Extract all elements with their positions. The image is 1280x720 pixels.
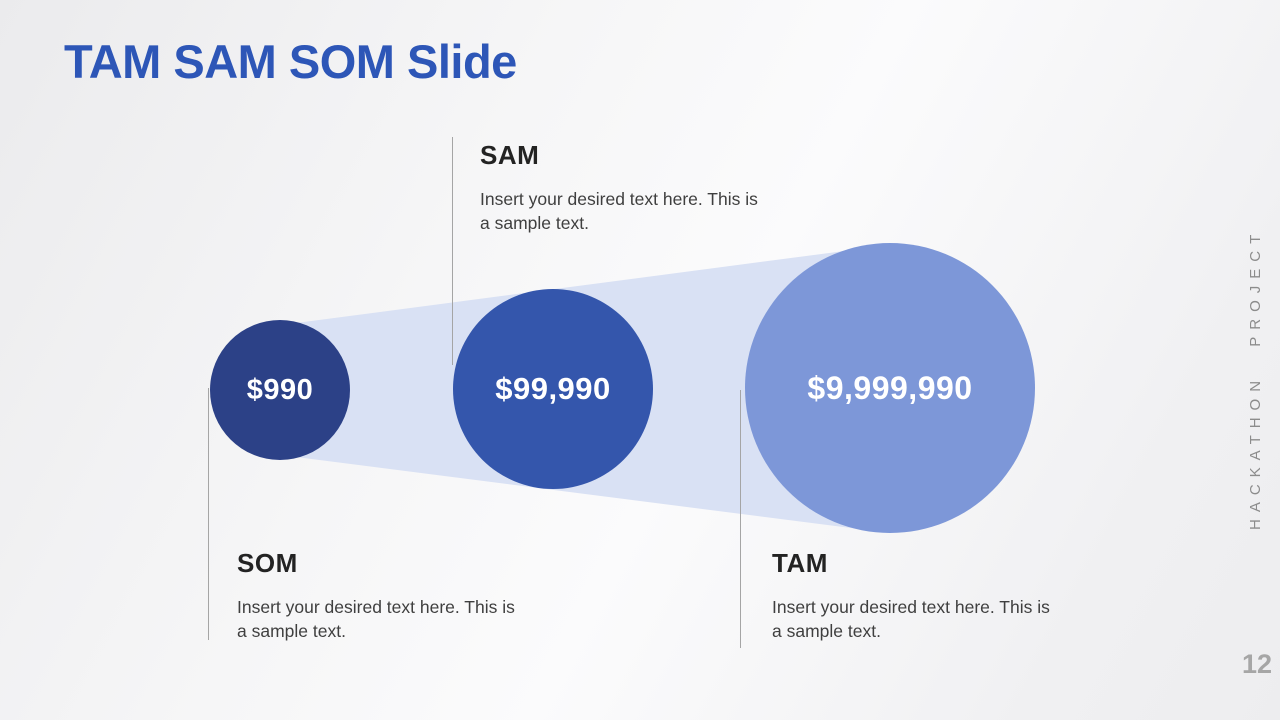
sam-value: $99,990 [495, 371, 611, 406]
vertical-side-label: HACKATHON PROJECT [1247, 227, 1264, 530]
tam-value: $9,999,990 [807, 369, 973, 406]
som-circle: $990 [210, 320, 350, 460]
tam-heading: TAM [772, 548, 828, 578]
page-number: 12 [1241, 649, 1272, 679]
som-description: Insert your desired text here. This is a… [237, 597, 515, 641]
sam-description: Insert your desired text here. This is a… [480, 189, 758, 233]
sam-label-block: SAM Insert your desired text here. This … [480, 140, 780, 235]
sam-circle: $99,990 [453, 289, 653, 489]
tam-description: Insert your desired text here. This is a… [772, 597, 1050, 641]
som-value: $990 [246, 373, 314, 406]
sam-connector-line [452, 137, 453, 365]
tam-connector-line [740, 390, 741, 648]
tam-label-block: TAM Insert your desired text here. This … [772, 548, 1072, 643]
som-connector-line [208, 388, 209, 640]
tam-circle: $9,999,990 [745, 243, 1035, 533]
som-heading: SOM [237, 548, 298, 578]
som-label-block: SOM Insert your desired text here. This … [237, 548, 537, 643]
slide-title: TAM SAM SOM Slide [64, 35, 517, 88]
sam-heading: SAM [480, 140, 540, 170]
